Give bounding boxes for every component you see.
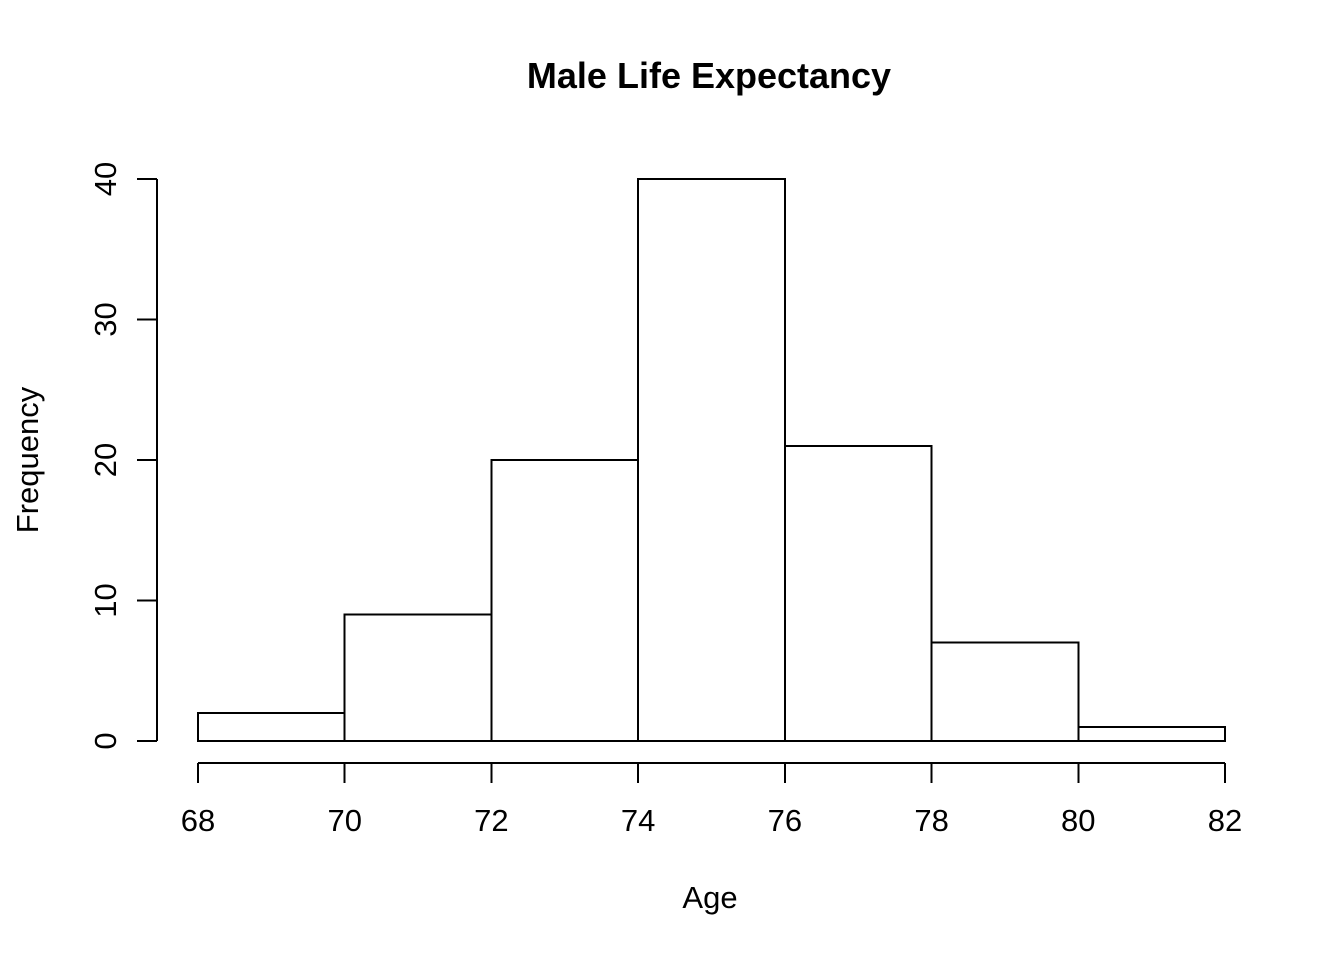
y-axis-label: Frequency [10,386,45,533]
histogram-bar-68-70 [197,711,346,743]
axes-group: 0 10 20 30 40 68 70 72 74 76 78 80 82 [88,162,1242,838]
y-tick-label: 10 [88,583,123,617]
histogram-bar-78-80 [930,641,1080,743]
x-tick-label: 80 [1061,803,1095,838]
x-tick-label: 82 [1208,803,1242,838]
histogram-bar-72-74 [490,459,640,742]
x-tick-label: 70 [327,803,361,838]
x-tick-label: 74 [621,803,655,838]
histogram-bar-80-82 [1077,725,1227,743]
histogram-bar-70-72 [343,613,493,742]
y-tick-label: 30 [88,302,123,336]
histogram-bar-76-78 [783,444,933,742]
x-axis-label: Age [682,880,737,915]
y-tick-label: 20 [88,443,123,477]
y-tick-label: 0 [88,732,123,749]
x-tick-label: 78 [914,803,948,838]
y-tick-label: 40 [88,162,123,196]
x-tick-label: 68 [181,803,215,838]
x-tick-label: 72 [474,803,508,838]
histogram-bar-74-76 [637,178,786,742]
chart-title: Male Life Expectancy [527,55,891,96]
x-tick-label: 76 [768,803,802,838]
bars-group [197,178,1227,743]
